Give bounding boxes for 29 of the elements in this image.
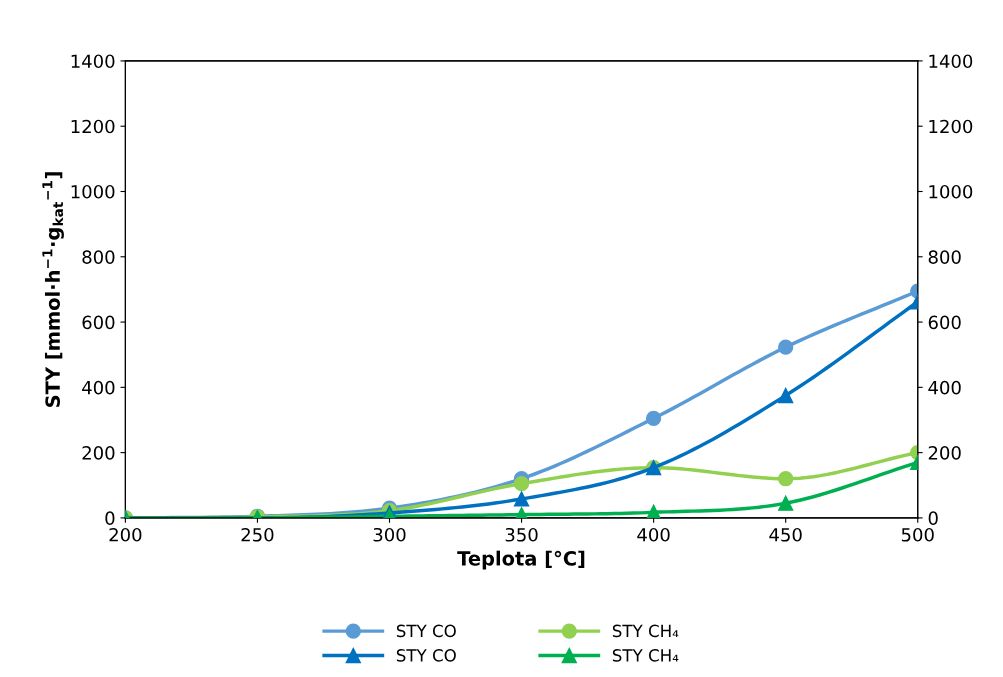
legend-label: STY CO [396, 649, 456, 662]
y2-tick-label: 400 [928, 380, 961, 395]
legend-label: STY CO [396, 624, 456, 638]
y2-tick-label: 800 [928, 250, 961, 264]
y-tick-label: 1200 [71, 119, 115, 134]
x-axis-title: Teplota [°C] [457, 550, 585, 570]
y-tick-label: 1000 [71, 184, 115, 199]
y-tick-label: 800 [82, 250, 115, 264]
y2-tick-label: 600 [928, 315, 961, 330]
legend-label: STY CH₄ [612, 624, 679, 638]
x-tick-label: 250 [241, 527, 274, 542]
x-tick-label: 450 [769, 527, 802, 542]
x-tick-label: 400 [637, 527, 670, 542]
y2-tick-label: 1400 [929, 54, 973, 69]
y2-tick-label: 1200 [929, 119, 973, 134]
y2-tick-label: 200 [928, 446, 961, 460]
y2-tick-label: 1000 [929, 184, 973, 199]
y2-tick-label: 0 [928, 511, 938, 526]
x-tick-label: 350 [505, 527, 538, 542]
y-axis-title: STY [mmol·h$^{−1}$·g$_{kat}$$^{−1}$] [42, 172, 64, 407]
y-tick-label: 0 [105, 511, 115, 526]
x-tick-label: 300 [373, 527, 406, 542]
y-tick-label: 1400 [71, 54, 115, 69]
y-tick-label: 600 [82, 315, 115, 330]
y-tick-label: 400 [82, 380, 115, 395]
y-tick-label: 200 [82, 446, 115, 460]
x-tick-label: 200 [109, 527, 142, 542]
x-tick-label: 500 [901, 527, 934, 542]
legend-label: STY CH₄ [612, 649, 679, 662]
